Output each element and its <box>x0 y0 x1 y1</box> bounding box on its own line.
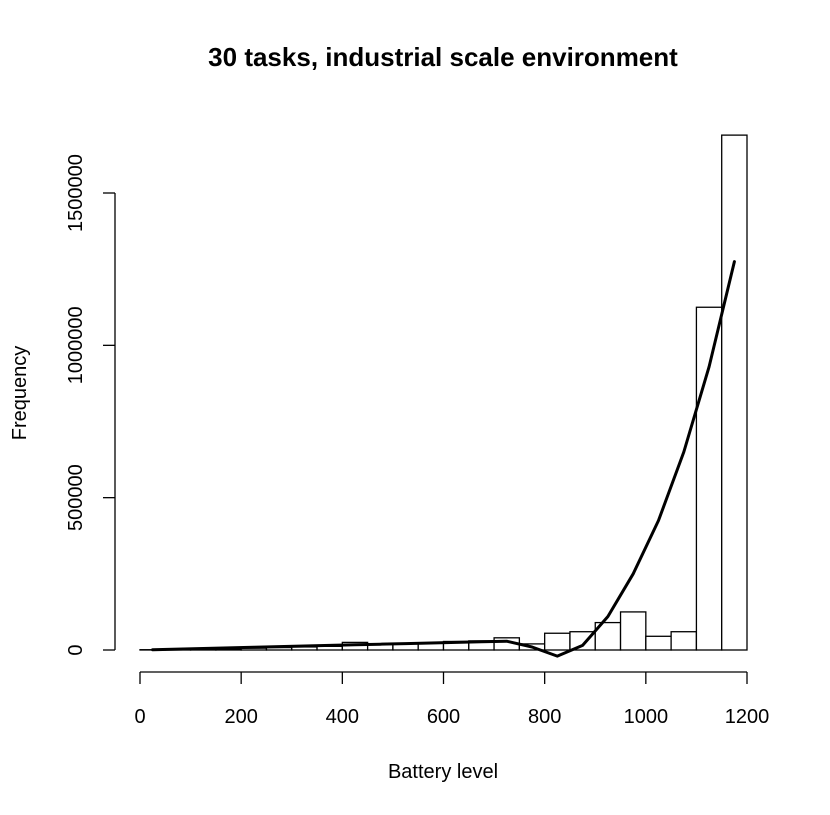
x-tick-label: 200 <box>224 706 257 728</box>
y-tick-label: 1500000 <box>65 154 87 232</box>
x-tick-label: 1000 <box>624 706 669 728</box>
trend-line <box>151 260 736 658</box>
x-tick-label: 0 <box>134 706 145 728</box>
histogram-bar <box>544 632 571 651</box>
trend-line-group <box>151 260 736 658</box>
y-axis: 0 500000 1000000 1500000 <box>65 154 116 656</box>
x-tick-label: 1200 <box>725 706 770 728</box>
histogram-bars <box>139 134 748 651</box>
x-tick-label: 600 <box>427 706 460 728</box>
chart-title: 30 tasks, industrial scale environment <box>208 42 678 72</box>
x-axis-label: Battery level <box>388 761 498 783</box>
histogram-bar <box>645 635 672 651</box>
x-tick-label: 400 <box>326 706 359 728</box>
histogram-bar <box>670 631 698 651</box>
x-tick-label: 800 <box>528 706 561 728</box>
x-axis: 0 200 400 600 800 1000 1200 <box>134 671 770 728</box>
y-axis-label: Frequency <box>9 346 31 441</box>
histogram-bar <box>695 306 723 651</box>
y-tick-label: 1000000 <box>65 306 87 384</box>
histogram-bar <box>721 134 748 651</box>
y-tick-label: 0 <box>65 644 87 655</box>
histogram-bar <box>619 611 647 651</box>
y-tick-label: 500000 <box>65 464 87 531</box>
